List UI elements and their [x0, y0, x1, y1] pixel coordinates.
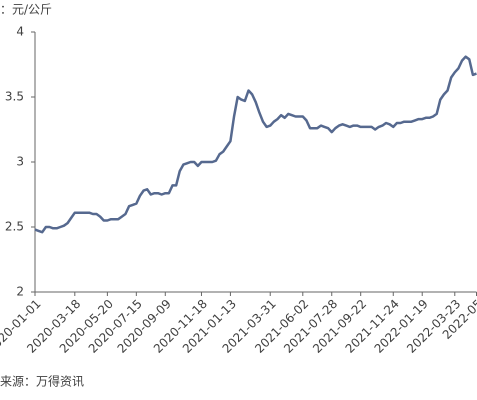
- y-tick-label: 2.5: [5, 220, 24, 234]
- y-tick-label: 4: [16, 25, 24, 39]
- price-line: [34, 55, 477, 234]
- y-tick-label: 2: [16, 285, 24, 299]
- y-tick-label: 3: [16, 155, 24, 169]
- y-tick-label: 3.5: [5, 90, 24, 104]
- source-note: 来源：万得资讯: [0, 374, 84, 389]
- unit-label: ：元/公斤: [0, 3, 52, 17]
